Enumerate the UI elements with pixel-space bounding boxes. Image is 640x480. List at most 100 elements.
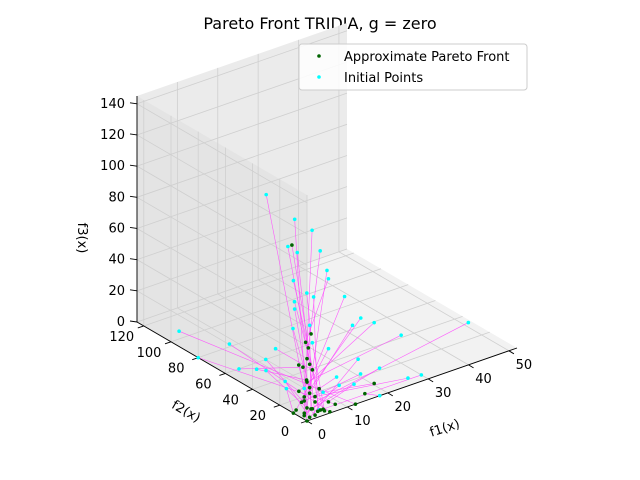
initial-point [311, 295, 316, 299]
connection-line [294, 301, 324, 410]
pareto-point [353, 402, 358, 406]
grid-line-x-floor [338, 251, 510, 352]
x-tick [427, 378, 434, 383]
initial-point [254, 367, 259, 372]
pareto-point [307, 385, 312, 390]
connection-line [364, 393, 380, 397]
pareto-point [305, 406, 309, 410]
initial-point [377, 366, 382, 370]
y-tick-label: 120 [109, 330, 134, 345]
initial-point [318, 249, 322, 253]
initial-point [177, 329, 181, 333]
x-tick [468, 364, 474, 369]
x-tick-label: 30 [435, 386, 452, 401]
initial-point [227, 342, 232, 346]
pareto-point [307, 362, 312, 367]
grid-line-y-floor [252, 315, 463, 390]
pareto-point [302, 399, 306, 403]
initial-point [406, 376, 410, 380]
pareto-point [302, 413, 307, 418]
y-tick-label: 60 [195, 377, 212, 392]
initial-point [292, 299, 297, 304]
connection-line [328, 383, 355, 403]
pareto-point [363, 391, 367, 396]
legend-label-pareto: Approximate Pareto Front [344, 50, 510, 65]
z-tick-label: 120 [100, 128, 125, 143]
initial-point [295, 250, 300, 255]
connection-line [275, 348, 313, 371]
connection-line [309, 325, 312, 409]
initial-point [326, 346, 331, 351]
grid-line-y-floor [225, 300, 436, 374]
pareto-point [296, 363, 301, 367]
connection-line [320, 374, 422, 411]
initial-point [372, 320, 376, 325]
pareto-point [291, 411, 296, 415]
grid-line-z-wall-f1 [136, 228, 308, 328]
z-tick-label: 100 [100, 159, 125, 174]
y-tick [219, 373, 226, 376]
pareto-point [297, 389, 301, 394]
initial-point [292, 307, 297, 311]
pareto-point [310, 368, 315, 372]
initial-point [283, 379, 287, 384]
initial-point [326, 276, 331, 281]
pareto-point [301, 365, 305, 369]
back-pane-f1 [137, 96, 307, 421]
y-tick-label: 20 [250, 409, 267, 424]
connection-line [314, 322, 469, 403]
z-tick [129, 258, 138, 261]
initial-point [419, 373, 424, 377]
pareto-point [309, 332, 313, 336]
pareto-point [307, 415, 312, 420]
pareto-point [313, 394, 317, 399]
grid-line-z-wall-f2 [136, 123, 348, 198]
grid-line-z-wall-f1 [136, 259, 308, 360]
grid-line-z-wall-f1 [136, 196, 308, 297]
pareto-point [318, 408, 323, 412]
z-tick [129, 195, 138, 198]
pareto-point [306, 346, 311, 350]
initial-point [356, 357, 360, 362]
grid-line-y-floor [143, 252, 354, 327]
y-tick-label: 0 [281, 425, 289, 440]
x-tick [347, 406, 353, 411]
connection-line [293, 280, 309, 348]
initial-point [399, 333, 403, 337]
pareto-point [333, 402, 338, 407]
grid-line-x-floor [217, 293, 388, 394]
z-tick [129, 289, 138, 292]
connection-line [306, 250, 321, 359]
y-tick [273, 404, 280, 408]
pareto-point [305, 356, 309, 361]
y-axis-label: f2(x) [169, 398, 203, 426]
x-tick-label: 50 [516, 358, 533, 373]
initial-point [337, 383, 341, 388]
pareto-point [326, 400, 331, 404]
initial-point [350, 323, 355, 328]
grid-line-z-wall-f1 [136, 103, 308, 204]
initial-point [358, 372, 363, 376]
connection-line [296, 252, 316, 416]
initial-point [304, 291, 309, 295]
pareto-point [290, 243, 294, 247]
z-tick-label: 0 [117, 315, 125, 330]
pareto-point [302, 395, 307, 399]
x-tick-label: 20 [394, 400, 411, 415]
initial-point [352, 382, 356, 387]
initial-point [310, 228, 314, 233]
initial-point [237, 367, 241, 371]
z-axis-label: f3(x) [74, 223, 89, 254]
grid-line-z-wall-f2 [136, 92, 348, 167]
initial-point [358, 316, 363, 320]
z-tick [129, 133, 138, 136]
grid-line-z-wall-f2 [136, 248, 348, 323]
connection-line [309, 325, 353, 394]
legend-label-initial: Initial Points [344, 71, 423, 86]
connection-line [298, 364, 305, 389]
connection-line [306, 334, 402, 383]
z-tick-label: 20 [108, 284, 125, 299]
x-tick-label: 40 [475, 372, 492, 387]
initial-point [302, 386, 306, 391]
